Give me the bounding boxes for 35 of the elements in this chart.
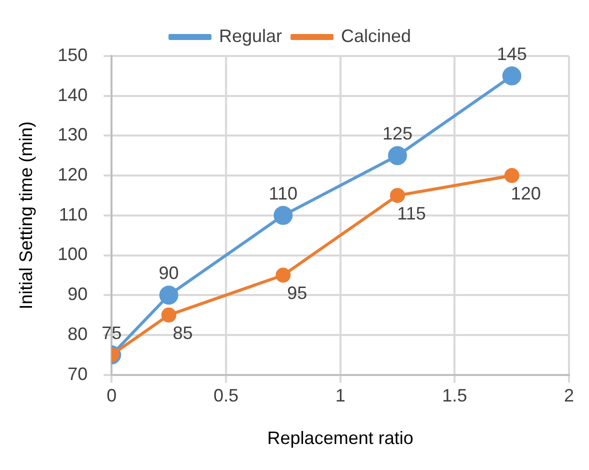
y-tick-label: 70	[68, 364, 88, 384]
y-tick-label: 80	[68, 324, 88, 344]
point	[159, 286, 178, 305]
point	[390, 188, 405, 203]
y-tick-label: 150	[58, 44, 88, 65]
point	[388, 146, 407, 166]
data-label: 90	[158, 263, 179, 284]
y-tick-label: 120	[58, 164, 88, 185]
point	[276, 268, 291, 283]
point	[504, 168, 520, 184]
y-tick-label: 110	[58, 204, 88, 224]
point	[502, 66, 522, 86]
data-label: 85	[172, 322, 193, 343]
x-tick-label: 0	[106, 386, 117, 406]
data-label: 110	[268, 183, 298, 204]
y-tick-label: 100	[58, 244, 88, 264]
y-tick-label: 90	[68, 284, 88, 304]
data-label: 145	[496, 44, 527, 64]
legend-label: Regular	[218, 26, 282, 46]
y-tick-label: 140	[58, 84, 88, 105]
x-tick-label: 1	[335, 386, 346, 406]
x-axis-title: Replacement ratio	[267, 428, 414, 448]
data-label: 120	[510, 184, 541, 204]
data-label: 75	[102, 322, 122, 343]
x-tick-label: 1.5	[442, 386, 468, 406]
data-label: 115	[397, 203, 426, 224]
data-label: 95	[287, 283, 308, 304]
x-tick-label: 0.5	[213, 386, 238, 406]
data-label: 125	[382, 124, 413, 144]
point	[274, 206, 293, 225]
point	[161, 308, 176, 323]
y-tick-label: 130	[58, 124, 88, 145]
legend-label: Calcined	[341, 26, 412, 46]
x-tick-label: 2	[564, 386, 574, 406]
y-axis-title: Initial Setting time (min)	[16, 121, 36, 310]
